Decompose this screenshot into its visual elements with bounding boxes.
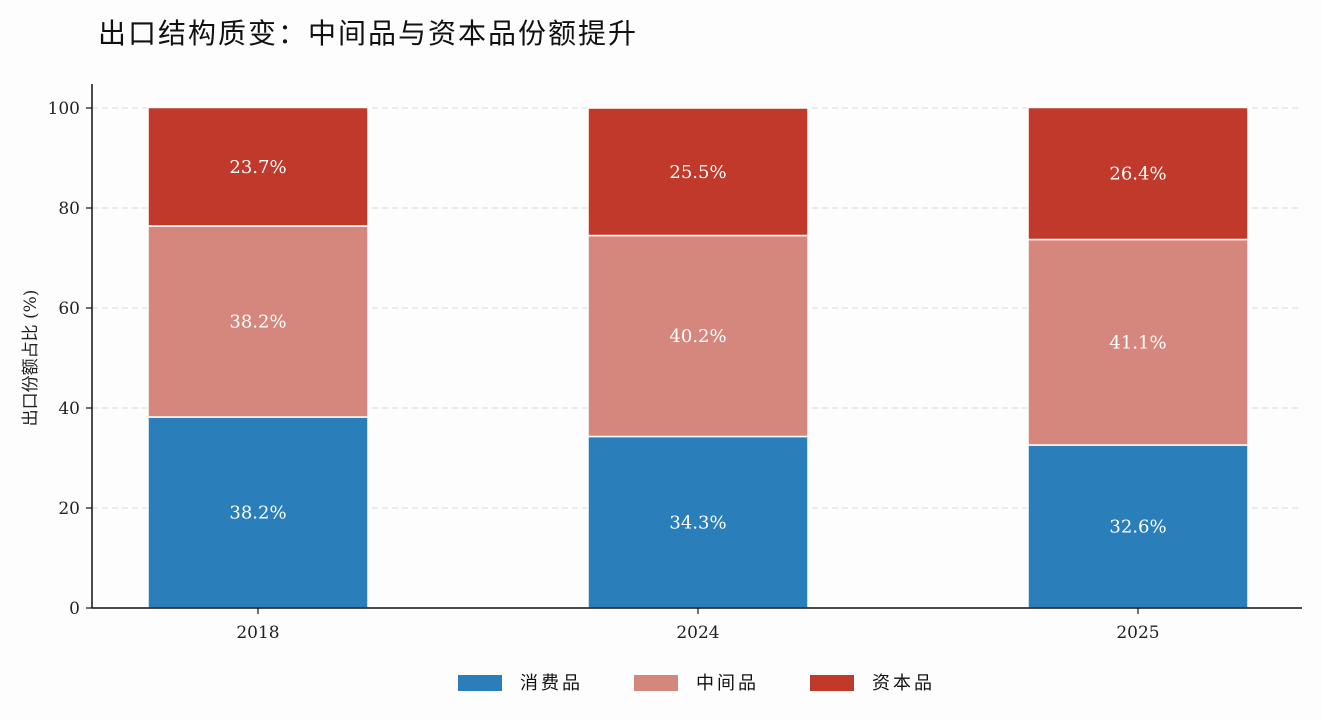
- y-tick-label: 60: [58, 299, 80, 319]
- legend-label: 消费品: [520, 673, 583, 694]
- bar-data-label: 25.5%: [669, 162, 726, 183]
- bar-data-label: 41.1%: [1109, 332, 1166, 353]
- bar-segment: [1027, 238, 1249, 446]
- bar-data-label: 26.4%: [1109, 164, 1166, 185]
- y-tick-label: 80: [58, 199, 80, 219]
- legend-swatch: [634, 675, 678, 691]
- y-tick-label: 20: [58, 499, 80, 519]
- bar-data-label: 38.2%: [229, 503, 286, 524]
- y-tick-label: 0: [69, 599, 80, 619]
- legend-label: 资本品: [872, 673, 935, 694]
- bar-data-label: 40.2%: [669, 326, 726, 347]
- y-axis-label: 出口份额占比 (%): [21, 290, 41, 427]
- chart-title: 出口结构质变：中间品与资本品份额提升: [98, 17, 639, 50]
- x-tick-label: 2025: [1116, 623, 1159, 643]
- y-tick-label: 100: [48, 99, 80, 119]
- legend-swatch: [458, 675, 502, 691]
- bar-data-label: 32.6%: [1109, 517, 1166, 538]
- bar-segment: [147, 416, 369, 609]
- bar-segment: [1027, 444, 1249, 609]
- bar-segment: [1027, 106, 1249, 241]
- bar-segment: [147, 106, 369, 227]
- legend-label: 中间品: [696, 673, 759, 694]
- bar-data-label: 23.7%: [229, 157, 286, 178]
- x-tick-label: 2018: [236, 623, 279, 643]
- bar-segment: [147, 225, 369, 418]
- bar-segment: [587, 107, 809, 237]
- bar-segment: [587, 234, 809, 438]
- y-tick-label: 40: [58, 399, 80, 419]
- legend-swatch: [810, 675, 854, 691]
- bar-data-label: 38.2%: [229, 312, 286, 333]
- x-tick-label: 2024: [676, 623, 719, 643]
- bar-data-label: 34.3%: [669, 512, 726, 533]
